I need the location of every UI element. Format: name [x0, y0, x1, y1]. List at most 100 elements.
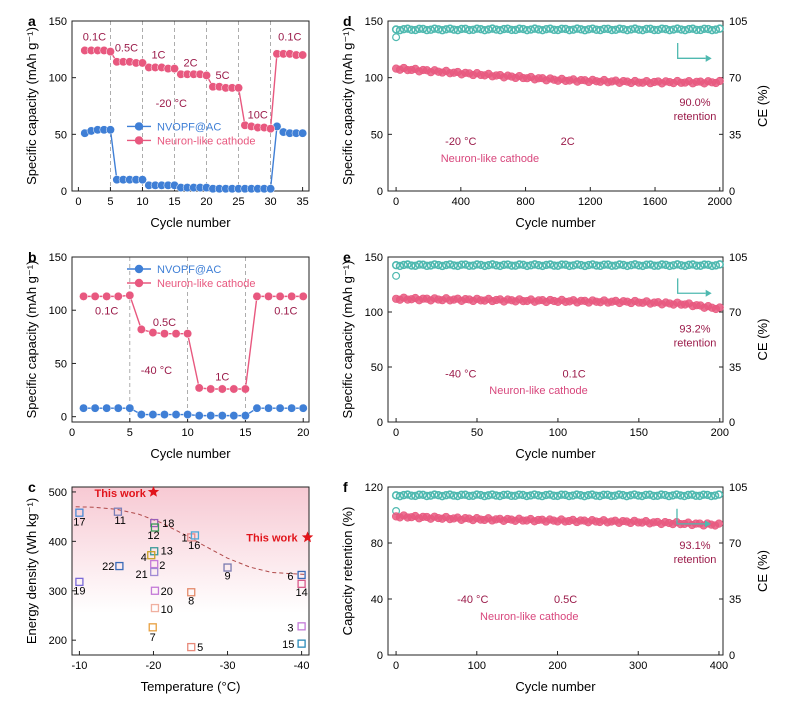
retention-value: 90.0% — [679, 97, 710, 109]
legend-marker — [134, 264, 144, 274]
data-point — [252, 291, 262, 301]
ce-point — [684, 24, 694, 34]
ce-point — [584, 260, 593, 270]
ce-point — [607, 25, 617, 35]
ce-point — [588, 24, 597, 33]
data-point — [264, 291, 273, 301]
x-tick-label: 0 — [393, 196, 399, 208]
x-tick-label: 10 — [181, 427, 193, 439]
ce-point — [453, 25, 462, 35]
x-tick-label: 15 — [239, 427, 251, 439]
y-tick-label: 200 — [49, 635, 67, 647]
ce-point — [549, 491, 558, 500]
x-tick-label: 20 — [200, 196, 212, 208]
rate-label: 0.1C — [274, 305, 297, 317]
x-tick-label: 10 — [136, 196, 148, 208]
x-tick-label: 35 — [296, 196, 308, 208]
ce-point — [507, 261, 516, 270]
ce-first-point — [392, 33, 401, 42]
ce-point — [595, 491, 605, 501]
data-point — [206, 384, 216, 394]
ce-point — [403, 260, 412, 269]
ce-point — [530, 24, 540, 33]
literature-point — [297, 570, 306, 580]
ce-point — [546, 260, 555, 269]
ce-point — [495, 261, 505, 271]
condition-label: -40 °C — [457, 594, 488, 606]
ce-point — [630, 24, 640, 33]
ce-point — [492, 261, 501, 270]
condition-label: -40 °C — [445, 369, 476, 381]
y2-tick-label: 35 — [729, 129, 741, 141]
x-axis-label: Cycle number — [150, 446, 231, 461]
literature-point — [297, 639, 306, 648]
ce-point — [610, 491, 620, 500]
ce-point — [441, 25, 451, 34]
x-axis-label: Cycle number — [515, 446, 596, 461]
data-point — [113, 291, 123, 301]
y-tick-label: 0 — [377, 650, 383, 662]
ce-point — [411, 25, 420, 35]
this-work-label: This work — [94, 488, 146, 500]
ce-point — [638, 261, 647, 271]
data-point — [234, 83, 243, 93]
x-tick-label: -10 — [71, 660, 87, 672]
ce-point — [542, 24, 551, 34]
ce-point — [660, 490, 670, 500]
ce-point — [488, 260, 497, 269]
rate-label: 1C — [151, 49, 165, 61]
material-label: Neuron-like cathode — [489, 385, 587, 397]
rate-label: 1C — [215, 371, 229, 383]
data-point — [171, 410, 181, 419]
ce-point — [403, 490, 412, 499]
ce-point — [468, 491, 478, 500]
ce-point — [668, 491, 678, 500]
x-tick-label: 20 — [297, 427, 309, 439]
ce-point — [630, 490, 639, 499]
ce-point — [472, 490, 481, 499]
data-point — [183, 410, 193, 419]
ce-point — [618, 490, 628, 500]
panel-letter: d — [343, 13, 352, 29]
panel-b: b 0 5 10 15 20 0 50 100 150 Cycle number Specific c… — [24, 249, 310, 461]
ce-point — [622, 491, 631, 501]
panel-c: c -10 -20 -30 -40 200 300 400 500 Temperature (°C… — [24, 479, 314, 694]
ce-point — [680, 491, 689, 501]
ce-point — [692, 25, 701, 35]
ce-point — [704, 24, 713, 34]
right-axis-arrow — [677, 278, 706, 294]
ce-point — [476, 260, 486, 270]
ce-point — [549, 261, 559, 270]
y-tick-label: 500 — [49, 487, 67, 499]
ce-point — [607, 261, 617, 271]
ce-point — [538, 261, 547, 271]
reference-label: 12 — [147, 530, 159, 542]
y2-tick-label: 70 — [729, 538, 741, 550]
ce-point — [464, 491, 474, 501]
panel-letter: a — [28, 13, 36, 29]
y-tick-label: 150 — [365, 252, 383, 264]
ce-point — [688, 24, 697, 33]
ce-point — [407, 261, 416, 270]
ce-point — [646, 260, 655, 269]
reference-label: 13 — [161, 546, 173, 558]
y-tick-label: 50 — [55, 358, 67, 370]
capacity-point — [714, 519, 724, 528]
ce-point — [476, 490, 485, 500]
ce-point — [437, 491, 447, 501]
retention-value: 93.2% — [679, 324, 710, 336]
ce-point — [580, 491, 589, 501]
x-tick-label: 25 — [232, 196, 244, 208]
ce-point — [445, 260, 455, 269]
ce-point — [411, 261, 420, 271]
reference-label: 15 — [282, 639, 294, 651]
rate-label: 10C — [248, 109, 268, 121]
y-tick-label: 0 — [377, 417, 383, 429]
ce-point — [503, 260, 513, 269]
y-axis-label: Capacity retention (%) — [340, 507, 355, 636]
y2-tick-label: 70 — [729, 307, 741, 319]
ce-point — [472, 260, 482, 269]
ce-point — [615, 260, 624, 269]
ce-point — [653, 25, 663, 35]
ce-point — [672, 490, 681, 499]
